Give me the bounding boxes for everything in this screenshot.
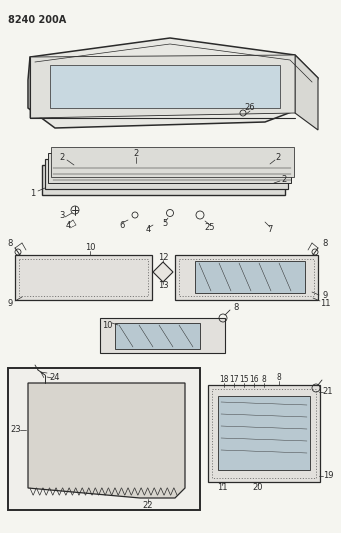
Text: 13: 13 [158, 281, 168, 290]
Text: 16: 16 [249, 376, 259, 384]
Text: 25: 25 [205, 223, 215, 232]
Text: 11: 11 [217, 482, 227, 491]
Text: 1: 1 [30, 189, 35, 198]
Polygon shape [50, 65, 280, 108]
Text: 2: 2 [133, 149, 139, 158]
Polygon shape [42, 165, 285, 195]
Text: 18: 18 [219, 376, 229, 384]
Text: 8: 8 [7, 239, 13, 248]
Text: 8240 200A: 8240 200A [8, 15, 66, 25]
Text: 4: 4 [145, 225, 151, 235]
Text: 10: 10 [85, 244, 95, 253]
Polygon shape [208, 385, 320, 482]
Text: 23: 23 [11, 425, 21, 434]
Polygon shape [45, 159, 288, 189]
Polygon shape [100, 318, 225, 353]
Polygon shape [295, 55, 318, 130]
Polygon shape [195, 261, 305, 293]
Text: 11: 11 [320, 298, 330, 308]
Text: 8: 8 [262, 376, 266, 384]
Polygon shape [175, 255, 318, 300]
Text: 26: 26 [245, 103, 255, 112]
Polygon shape [115, 323, 200, 349]
Text: 3: 3 [59, 211, 65, 220]
Text: 22: 22 [143, 500, 153, 510]
Polygon shape [218, 396, 310, 470]
Text: 24: 24 [50, 374, 60, 383]
Polygon shape [153, 262, 173, 282]
Text: 8: 8 [233, 303, 239, 312]
Polygon shape [28, 383, 185, 498]
Text: 15: 15 [239, 376, 249, 384]
Polygon shape [28, 38, 318, 128]
Polygon shape [15, 255, 152, 300]
Text: 12: 12 [158, 253, 168, 262]
Text: 20: 20 [253, 482, 263, 491]
Polygon shape [30, 55, 295, 118]
Text: 7: 7 [267, 225, 273, 235]
Polygon shape [48, 153, 291, 183]
Text: 21: 21 [323, 387, 333, 397]
Polygon shape [51, 147, 294, 177]
Text: 2: 2 [276, 154, 281, 163]
Text: 6: 6 [119, 221, 125, 230]
Text: 9: 9 [322, 292, 328, 301]
Text: 8: 8 [277, 374, 281, 383]
Text: 9: 9 [8, 300, 13, 309]
Text: 19: 19 [323, 472, 333, 481]
Text: 2: 2 [281, 174, 287, 183]
Text: 4: 4 [65, 222, 71, 230]
Text: 10: 10 [102, 321, 112, 330]
Text: 5: 5 [162, 220, 168, 229]
Polygon shape [8, 368, 200, 510]
Text: 8: 8 [322, 239, 328, 248]
Text: 2: 2 [59, 154, 65, 163]
Text: 17: 17 [229, 376, 239, 384]
